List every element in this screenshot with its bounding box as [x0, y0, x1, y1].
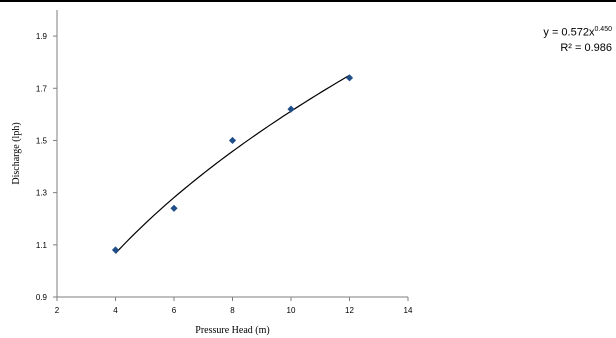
data-point	[287, 105, 295, 113]
top-border	[0, 0, 616, 2]
r-squared-label: R² = 0.986	[560, 41, 612, 54]
power-trendline	[115, 74, 350, 254]
x-tick-label: 10	[287, 306, 296, 315]
y-tick-label: 1.1	[36, 241, 48, 250]
y-tick-label: 0.9	[36, 293, 48, 302]
x-tick-label: 14	[404, 306, 413, 315]
x-tick-label: 8	[230, 306, 235, 315]
y-tick-label: 1.3	[36, 189, 48, 198]
equation-text: y = 0.572x	[543, 26, 595, 39]
y-tick-label: 1.7	[36, 84, 48, 93]
x-tick-label: 4	[113, 306, 118, 315]
trendline-equation: y = 0.572x0.450	[520, 22, 612, 41]
data-point	[170, 204, 178, 212]
x-tick-label: 2	[55, 306, 60, 315]
data-point	[111, 246, 120, 254]
y-tick-label: 1.9	[36, 32, 48, 41]
y-axis-title: Discharge (lph)	[11, 122, 22, 184]
y-tick-label: 1.5	[36, 136, 48, 145]
x-tick-label: 12	[345, 306, 354, 315]
x-axis-title: Pressure Head (m)	[195, 325, 269, 336]
data-point	[228, 136, 237, 145]
data-point	[345, 74, 354, 82]
x-tick-label: 6	[172, 306, 177, 315]
equation-exponent: 0.450	[594, 26, 612, 33]
trendline-equation-box: y = 0.572x0.450 R² = 0.986	[520, 22, 612, 56]
